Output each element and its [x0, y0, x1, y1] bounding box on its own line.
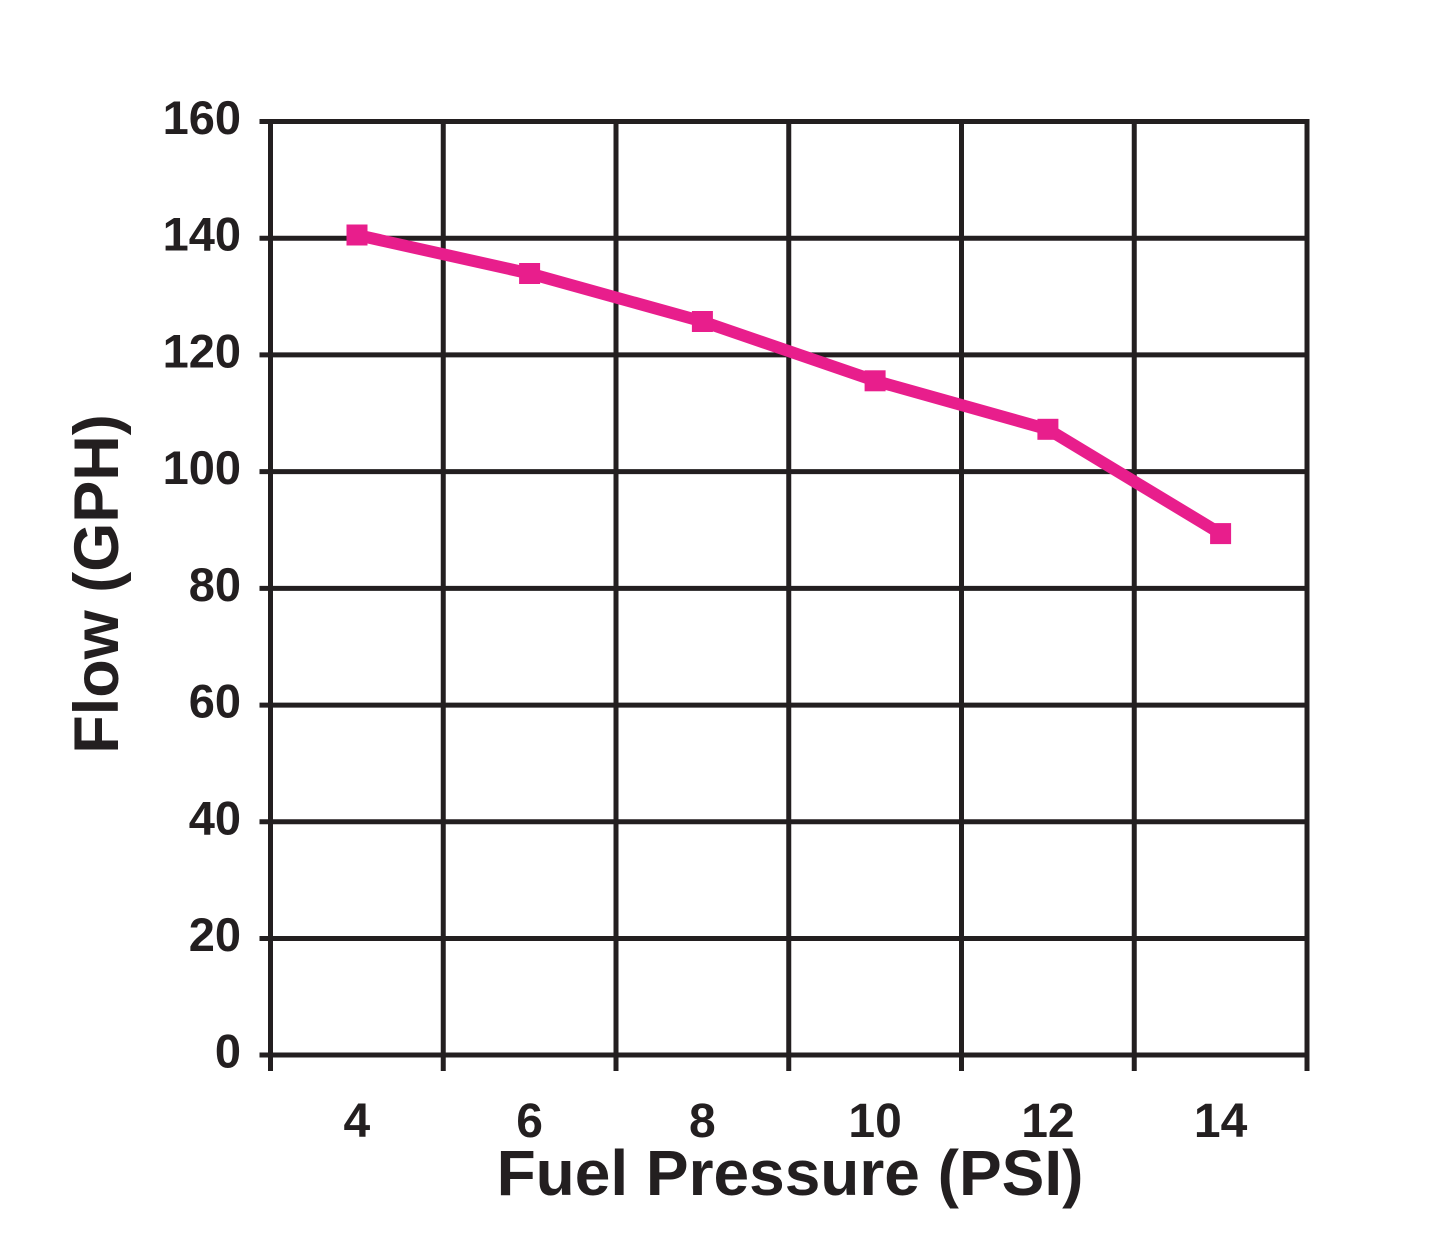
svg-text:80: 80	[189, 558, 241, 611]
svg-text:12: 12	[1021, 1095, 1074, 1148]
svg-text:4: 4	[344, 1095, 371, 1148]
svg-text:140: 140	[163, 208, 241, 261]
svg-text:6: 6	[516, 1095, 543, 1148]
svg-text:160: 160	[163, 91, 241, 144]
svg-text:14: 14	[1194, 1095, 1248, 1148]
svg-text:10: 10	[848, 1095, 901, 1148]
svg-text:60: 60	[189, 675, 241, 728]
svg-text:20: 20	[189, 908, 241, 961]
svg-text:40: 40	[189, 791, 241, 844]
svg-text:Flow (GPH): Flow (GPH)	[62, 414, 132, 753]
svg-text:Fuel Pressure (PSI): Fuel Pressure (PSI)	[497, 1137, 1084, 1209]
svg-text:0: 0	[215, 1025, 241, 1078]
svg-text:8: 8	[689, 1095, 716, 1148]
svg-text:100: 100	[163, 441, 241, 494]
svg-text:120: 120	[163, 324, 241, 377]
